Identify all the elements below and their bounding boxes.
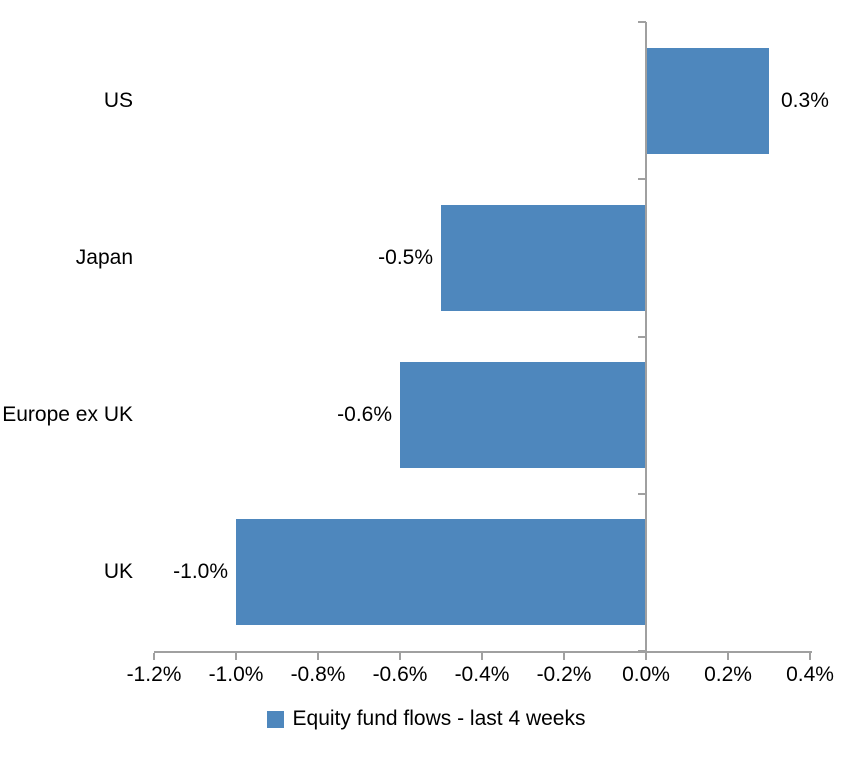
- x-axis-tick-0: [153, 653, 155, 660]
- legend-color-swatch-icon: [266, 710, 284, 728]
- category-label-europe-ex-uk: Europe ex UK: [2, 403, 133, 427]
- category-label-japan: Japan: [75, 245, 133, 269]
- x-axis-tick-label-1: -1.0%: [208, 663, 264, 686]
- x-axis-line: [154, 651, 812, 653]
- bar-europe-ex-uk: [400, 362, 646, 469]
- data-label-europe-ex-uk: -0.6%: [337, 403, 392, 427]
- x-axis-tick-label-0: -1.2%: [126, 663, 182, 686]
- x-axis-tick-5: [563, 653, 565, 660]
- x-axis-tick-2: [317, 653, 319, 660]
- x-axis-tick-4: [481, 653, 483, 660]
- bar-japan: [441, 204, 646, 311]
- x-axis-tick-label-8: 0.4%: [786, 663, 834, 686]
- x-axis-tick-label-5: -0.2%: [536, 663, 592, 686]
- x-axis-tick-label-3: -0.6%: [372, 663, 428, 686]
- legend-label: Equity fund flows - last 4 weeks: [292, 707, 586, 730]
- data-label-japan: -0.5%: [378, 245, 433, 269]
- x-axis-tick-label-7: 0.2%: [704, 663, 752, 686]
- y-axis-tick-0: [638, 21, 646, 23]
- y-axis-tick-3: [638, 492, 646, 495]
- data-label-uk: -1.0%: [173, 560, 228, 584]
- x-axis-tick-3: [399, 653, 401, 660]
- x-axis-tick-7: [727, 653, 729, 660]
- y-axis-tick-2: [638, 335, 646, 338]
- category-label-uk: UK: [103, 560, 133, 584]
- x-axis-tick-label-6: 0.0%: [622, 663, 670, 686]
- bar-uk: [236, 519, 646, 626]
- x-axis-tick-8: [809, 653, 811, 660]
- x-axis-tick-6: [645, 653, 647, 660]
- y-axis-zero-line: [645, 22, 647, 653]
- y-axis-tick-1: [638, 178, 646, 181]
- x-axis-tick-1: [235, 653, 237, 660]
- category-label-us: US: [103, 88, 133, 112]
- data-label-us: 0.3%: [781, 88, 829, 112]
- x-axis-tick-label-4: -0.4%: [454, 663, 510, 686]
- legend: Equity fund flows - last 4 weeks: [0, 707, 852, 731]
- bar-us: [646, 47, 769, 154]
- x-axis-tick-label-2: -0.8%: [290, 663, 346, 686]
